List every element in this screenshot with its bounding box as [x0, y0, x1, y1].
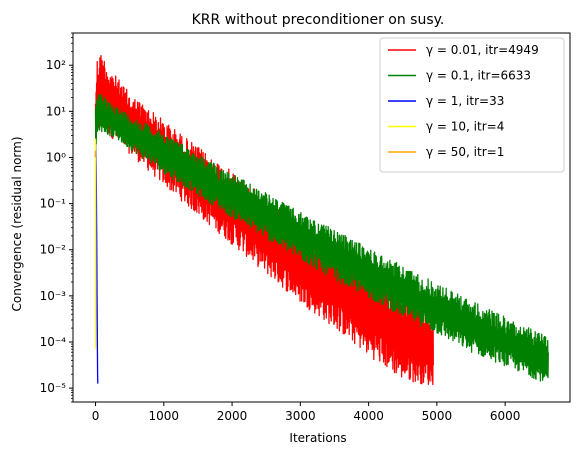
- legend: γ = 0.01, itr=4949 γ = 0.1, itr=6633 γ = 1…: [379, 37, 565, 173]
- y-tick-label: 10⁻⁵: [40, 381, 67, 395]
- x-tick-label: 0: [92, 409, 100, 423]
- y-axis: 10⁻⁵ 10⁻⁴ 10⁻³ 10⁻² 10⁻¹ 10⁰ 10¹ 10²: [40, 32, 73, 403]
- x-axis-label: Iterations: [289, 431, 346, 445]
- legend-entry: γ = 50, itr=1: [426, 145, 504, 159]
- legend-box: [379, 37, 565, 173]
- x-tick-label: 4000: [353, 409, 384, 423]
- y-axis-label: Convergence (residual norm): [10, 136, 24, 311]
- x-tick-label: 1000: [149, 409, 180, 423]
- y-tick-label: 10⁻¹: [40, 197, 67, 211]
- y-tick-label: 10¹: [46, 104, 66, 118]
- chart-title: KRR without preconditioner on susy.: [192, 12, 445, 28]
- legend-entry: γ = 0.01, itr=4949: [426, 43, 539, 57]
- y-tick-label: 10⁻³: [40, 289, 67, 303]
- x-tick-label: 6000: [490, 409, 521, 423]
- y-tick-label: 10²: [46, 58, 66, 72]
- x-tick-label: 5000: [422, 409, 453, 423]
- x-tick-label: 3000: [285, 409, 316, 423]
- legend-entry: γ = 10, itr=4: [426, 120, 504, 134]
- y-tick-label: 10⁰: [46, 150, 66, 164]
- x-tick-label: 2000: [217, 409, 248, 423]
- legend-entry: γ = 0.1, itr=6633: [426, 69, 531, 83]
- y-tick-label: 10⁻⁴: [40, 335, 67, 349]
- x-axis: 0 1000 2000 3000 4000 5000 6000: [92, 402, 521, 423]
- legend-entry: γ = 1, itr=33: [426, 94, 504, 108]
- series-line-1: [94, 94, 549, 382]
- y-tick-label: 10⁻²: [40, 243, 67, 257]
